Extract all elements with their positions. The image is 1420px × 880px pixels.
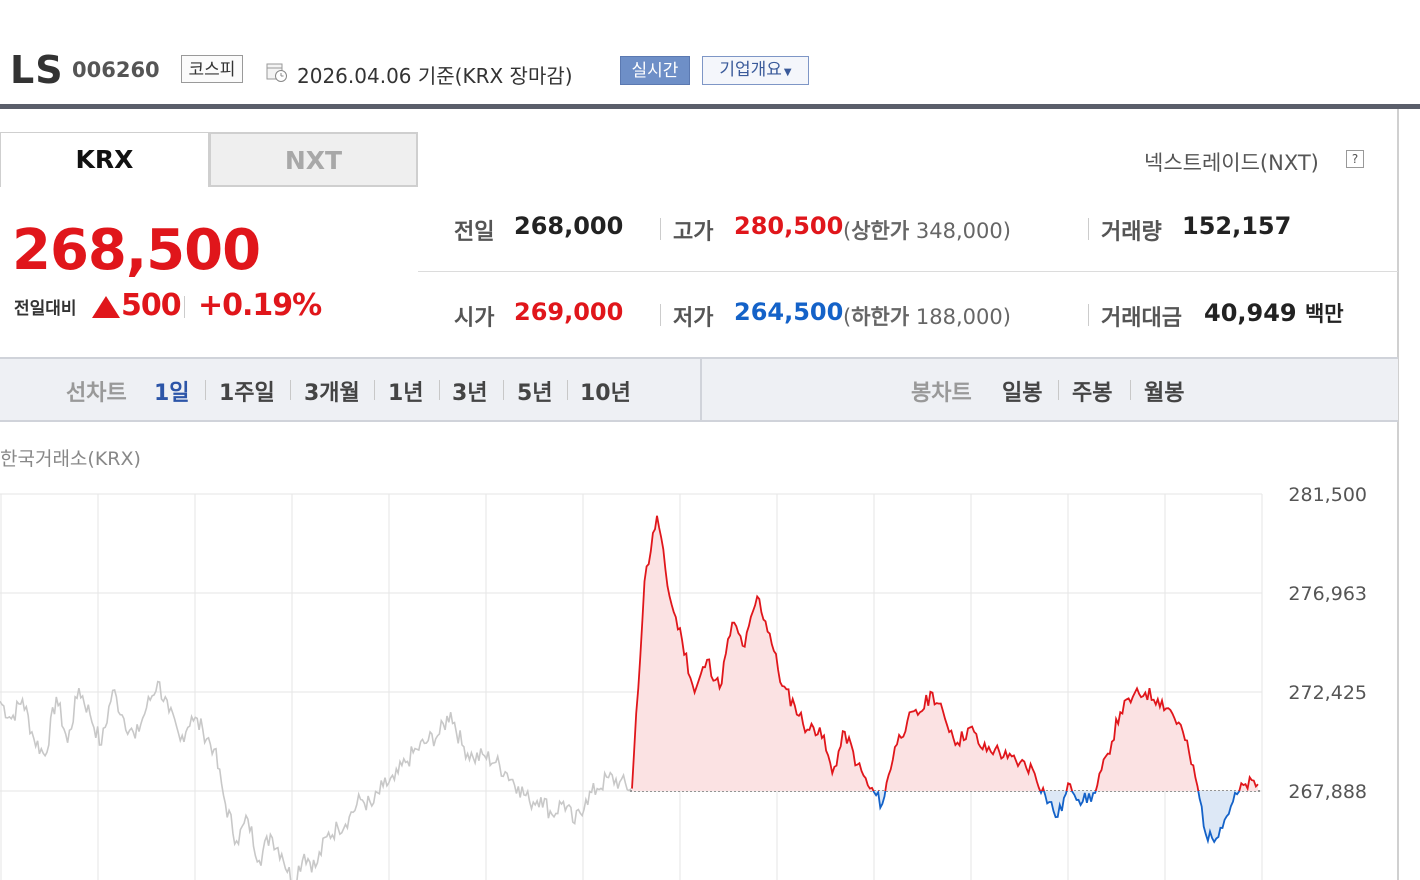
amount-number: 40,949 [1204,299,1297,327]
separator [374,380,375,400]
y-tick-label: 276,963 [1288,583,1367,605]
header-divider [0,104,1420,109]
amount-unit: 백만 [1304,302,1344,326]
line-chart-label: 선차트 [66,381,127,406]
up-area-fill [632,515,1258,791]
company-overview-label: 기업개요 [719,60,782,80]
period-1d[interactable]: 1일 [154,381,190,406]
separator [567,380,568,400]
separator [205,380,206,400]
change-label: 전일대비 [14,299,77,319]
open-value: 269,000 [514,298,624,326]
period-1w[interactable]: 1주일 [219,381,275,406]
candle-weekly[interactable]: 주봉 [1072,381,1113,406]
upper-limit-label: 상한가 [851,219,910,243]
separator [660,304,661,326]
period-10y[interactable]: 10년 [580,381,631,406]
separator [1130,380,1131,400]
separator [1088,304,1089,326]
amount-label: 거래대금 [1101,306,1182,331]
up-series-line [631,515,1259,791]
low-value: 264,500 [734,298,844,326]
period-5y[interactable]: 5년 [517,381,553,406]
lower-limit-value: 188,000 [915,305,1003,329]
upper-limit: (상한가 348,000) [843,219,1011,243]
volume-label: 거래량 [1101,220,1162,245]
high-value: 280,500 [734,212,844,240]
period-3y[interactable]: 3년 [452,381,488,406]
separator [503,380,504,400]
intraday-chart[interactable]: 281,500 276,963 272,425 267,888 [0,470,1420,880]
frame-border [1397,109,1399,880]
separator [184,296,185,318]
y-tick-label: 267,888 [1288,781,1367,803]
tab-krx[interactable]: KRX [0,132,209,187]
candle-monthly[interactable]: 월봉 [1144,381,1185,406]
period-3m[interactable]: 3개월 [304,381,360,406]
volume-value: 152,157 [1182,212,1292,240]
separator [290,380,291,400]
up-triangle-icon [92,296,120,318]
lower-limit-label: 하한가 [851,305,910,329]
reference-date: 2026.04.06 기준(KRX 장마감) [297,64,573,88]
market-badge: 코스피 [181,55,243,83]
nxt-link[interactable]: 넥스트레이드(NXT) [1144,151,1319,175]
stock-name: LS [10,48,64,92]
period-bar-divider [700,357,702,422]
high-label: 고가 [673,220,714,245]
change-value: 500 [121,288,182,323]
stock-code: 006260 [72,58,160,82]
period-bar [0,357,1398,422]
amount-value: 40,949 백만 [1204,298,1344,328]
prev-close-value: 268,000 [514,212,624,240]
low-label: 저가 [673,306,714,331]
change-percent: +0.19% [198,288,322,323]
tab-nxt[interactable]: NXT [209,132,418,187]
y-tick-label: 272,425 [1288,682,1367,704]
separator [439,380,440,400]
separator [1088,218,1089,240]
realtime-button[interactable]: 실시간 [620,56,690,85]
help-icon[interactable]: ? [1346,150,1364,168]
chart-title: 한국거래소(KRX) [0,448,141,470]
period-1y[interactable]: 1년 [388,381,424,406]
chevron-down-icon: ▼ [783,67,792,78]
company-overview-dropdown[interactable]: 기업개요 ▼ [702,56,809,85]
current-price: 268,500 [12,218,261,283]
lower-limit: (하한가 188,000) [843,305,1011,329]
candle-daily[interactable]: 일봉 [1002,381,1043,406]
y-tick-label: 281,500 [1288,484,1367,506]
upper-limit-value: 348,000 [915,219,1003,243]
separator [1058,380,1059,400]
open-label: 시가 [454,306,495,331]
calendar-clock-icon [266,63,287,82]
prev-close-label: 전일 [454,220,495,245]
candle-chart-label: 봉차트 [911,381,972,406]
separator [660,218,661,240]
stats-divider [418,271,1398,272]
prior-series-line [0,680,632,880]
